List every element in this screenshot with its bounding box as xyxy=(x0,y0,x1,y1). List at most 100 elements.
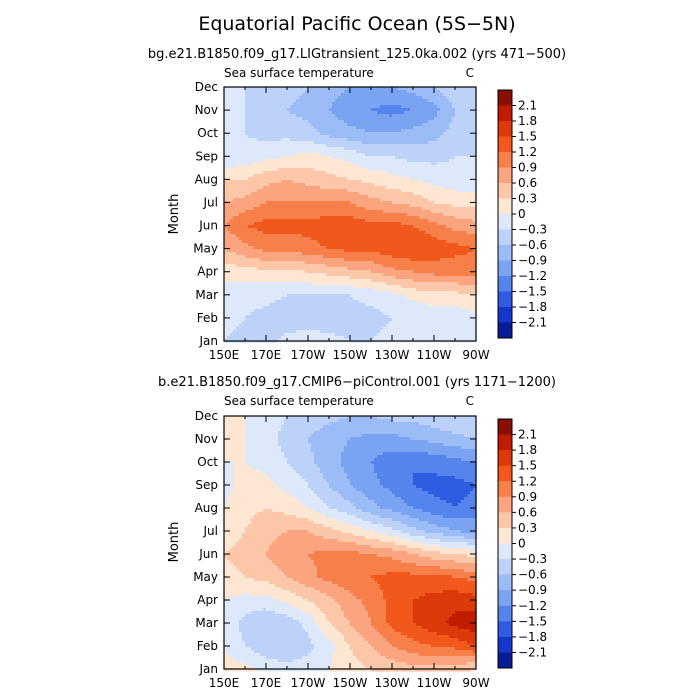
contour-cell xyxy=(269,135,273,139)
contour-cell xyxy=(350,198,354,202)
contour-cell xyxy=(245,198,249,202)
contour-cell xyxy=(407,141,411,145)
contour-cell xyxy=(419,159,423,163)
contour-cell xyxy=(422,93,426,97)
contour-cell xyxy=(317,111,321,115)
contour-cell xyxy=(230,156,234,160)
contour-cell xyxy=(458,141,462,145)
contour-cell xyxy=(383,99,387,103)
contour-cell xyxy=(377,150,381,154)
contour-cell xyxy=(296,171,300,175)
contour-cell xyxy=(473,99,477,103)
contour-cell xyxy=(332,129,336,133)
contour-cell xyxy=(446,144,450,148)
contour-cell xyxy=(368,153,372,157)
contour-cell xyxy=(233,195,237,199)
contour-cell xyxy=(245,114,249,118)
contour-cell xyxy=(230,159,234,163)
contour-cell xyxy=(419,174,423,178)
contour-cell xyxy=(293,174,297,178)
contour-cell xyxy=(413,138,417,142)
contour-cell xyxy=(404,129,408,133)
contour-cell xyxy=(230,192,234,196)
contour-cell xyxy=(317,150,321,154)
contour-cell xyxy=(338,177,342,181)
contour-cell xyxy=(380,156,384,160)
contour-cell xyxy=(332,189,336,193)
contour-cell xyxy=(338,195,342,199)
contour-cell xyxy=(371,93,375,97)
contour-cell xyxy=(329,174,333,178)
contour-cell xyxy=(428,171,432,175)
contour-cell xyxy=(404,135,408,139)
contour-cell xyxy=(470,183,474,187)
contour-cell xyxy=(422,126,426,130)
contour-cell xyxy=(368,180,372,184)
contour-cell xyxy=(467,174,471,178)
contour-cell xyxy=(350,108,354,112)
contour-cell xyxy=(359,162,363,166)
contour-cell xyxy=(317,162,321,166)
contour-cell xyxy=(224,186,228,190)
contour-cell xyxy=(302,105,306,109)
contour-cell xyxy=(281,159,285,163)
contour-cell xyxy=(383,129,387,133)
contour-cell xyxy=(332,132,336,136)
contour-cell xyxy=(320,102,324,106)
contour-cell xyxy=(320,150,324,154)
contour-cell xyxy=(263,93,267,97)
contour-cell xyxy=(440,123,444,127)
contour-cell xyxy=(290,141,294,145)
contour-cell xyxy=(287,156,291,160)
contour-cell xyxy=(368,147,372,151)
contour-cell xyxy=(374,168,378,172)
contour-cell xyxy=(473,159,477,163)
contour-cell xyxy=(275,90,279,94)
contour-cell xyxy=(284,147,288,151)
contour-cell xyxy=(395,102,399,106)
contour-cell xyxy=(353,99,357,103)
contour-cell xyxy=(344,147,348,151)
contour-cell xyxy=(278,126,282,130)
contour-cell xyxy=(284,159,288,163)
contour-cell xyxy=(443,120,447,124)
contour-cell xyxy=(320,156,324,160)
contour-cell xyxy=(470,189,474,193)
contour-cell xyxy=(263,138,267,142)
contour-cell xyxy=(269,108,273,112)
contour-cell xyxy=(419,165,423,169)
contour-cell xyxy=(458,135,462,139)
contour-cell xyxy=(257,105,261,109)
contour-cell xyxy=(296,189,300,193)
contour-cell xyxy=(431,186,435,190)
contour-cell xyxy=(350,174,354,178)
contour-cell xyxy=(365,120,369,124)
contour-cell xyxy=(392,132,396,136)
contour-cell xyxy=(314,183,318,187)
contour-cell xyxy=(407,153,411,157)
contour-cell xyxy=(344,129,348,133)
contour-cell xyxy=(242,168,246,172)
contour-cell xyxy=(458,195,462,199)
contour-cell xyxy=(392,153,396,157)
contour-cell xyxy=(386,120,390,124)
contour-cell xyxy=(434,150,438,154)
contour-cell xyxy=(287,168,291,172)
contour-cell xyxy=(368,144,372,148)
contour-cell xyxy=(236,90,240,94)
contour-cell xyxy=(344,114,348,118)
contour-cell xyxy=(431,87,435,91)
contour-cell xyxy=(464,144,468,148)
contour-cell xyxy=(314,195,318,199)
contour-cell xyxy=(254,129,258,133)
contour-cell xyxy=(455,144,459,148)
contour-cell xyxy=(377,177,381,181)
contour-cell xyxy=(461,126,465,130)
contour-cell xyxy=(251,168,255,172)
contour-cell xyxy=(428,180,432,184)
contour-cell xyxy=(455,153,459,157)
contour-cell xyxy=(275,144,279,148)
contour-cell xyxy=(434,192,438,196)
contour-cell xyxy=(266,153,270,157)
contour-cell xyxy=(377,111,381,115)
